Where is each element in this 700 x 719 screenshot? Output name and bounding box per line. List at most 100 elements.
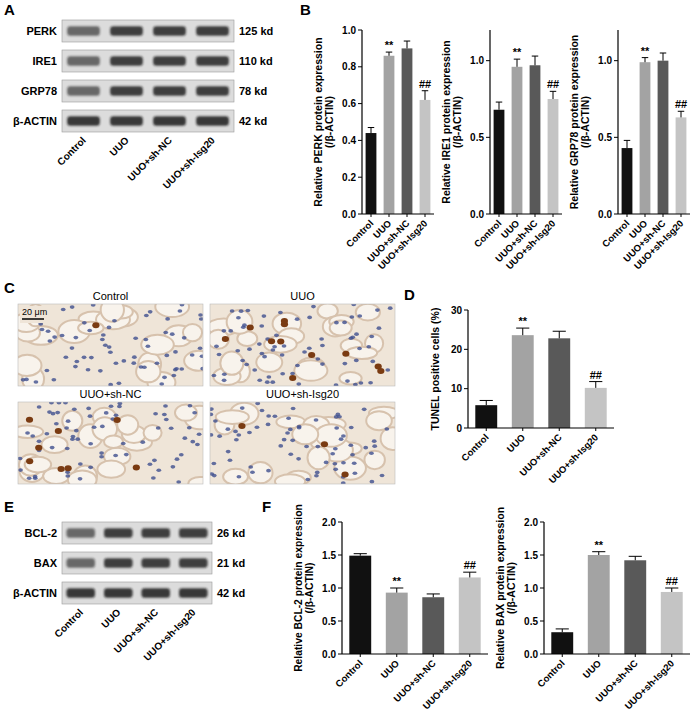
tubule: [220, 352, 243, 375]
significance: **: [518, 315, 527, 327]
nucleus: [27, 476, 32, 480]
error-bar: [516, 328, 529, 335]
nucleus: [114, 361, 119, 365]
positive-cell: [58, 466, 65, 472]
y-tick: [358, 66, 362, 67]
blot-band: [179, 558, 208, 568]
blot-band: [153, 116, 186, 126]
nucleus: [319, 337, 324, 341]
tubule: [18, 355, 41, 376]
bar: [658, 61, 669, 214]
nucleus: [333, 468, 338, 472]
error-stem: [595, 382, 596, 388]
tubule: [104, 435, 123, 447]
nucleus: [320, 344, 325, 348]
error-bar: [386, 52, 392, 56]
nucleus: [213, 419, 218, 423]
error-bar: [480, 400, 493, 405]
protein-size: 42 kd: [217, 587, 245, 599]
nucleus: [290, 372, 295, 376]
nucleus: [86, 368, 91, 372]
y-axis-title: Relative BCL-2 protein expression: [293, 504, 304, 672]
tubule: [144, 425, 162, 441]
x-tick: [671, 654, 672, 657]
nucleus: [190, 353, 195, 357]
positive-cell: [308, 352, 315, 358]
nucleus: [334, 383, 339, 386]
error-stem: [559, 331, 560, 338]
nucleus: [159, 382, 164, 386]
error-cap: [422, 90, 428, 91]
y-tick-label: 2.0: [322, 517, 336, 528]
y-tick-label: 0.5: [598, 132, 612, 143]
western-blot: BCL-226 kdBAX21 kdβ-ACTIN42 kdControlUUO…: [13, 522, 245, 663]
error-bar: [404, 41, 410, 48]
nucleus: [228, 459, 233, 463]
error-cap: [660, 53, 666, 54]
nucleus: [341, 461, 346, 465]
error-cap: [463, 572, 476, 573]
nucleus: [380, 474, 385, 478]
nucleus: [295, 317, 300, 321]
nucleus: [33, 476, 38, 480]
y-axis-title: (/β-ACTIN): [304, 563, 315, 614]
nucleus: [44, 432, 49, 436]
nucleus: [163, 331, 168, 335]
bar: [676, 117, 687, 214]
y-tick-label: 0.6: [342, 98, 356, 109]
bar-chart: **##0.00.51.01.52.0ControlUUOUUO+sh-NCUU…: [494, 507, 691, 712]
nucleus: [109, 404, 114, 408]
nucleus: [46, 329, 51, 333]
error-cap: [556, 628, 569, 629]
x-tick: [371, 214, 372, 217]
x-tick: [389, 214, 390, 217]
bar: [530, 65, 541, 214]
nucleus: [366, 345, 371, 349]
nucleus: [297, 425, 302, 429]
nucleus: [92, 426, 97, 430]
x-tick: [635, 654, 636, 657]
blot-band: [142, 588, 171, 598]
y-tick-label: 20: [451, 344, 463, 355]
nucleus: [121, 442, 126, 446]
nucleus: [190, 440, 195, 444]
blot-strip: [62, 80, 234, 102]
error-stem: [389, 52, 390, 56]
scale-bar: [22, 318, 44, 320]
y-tick-label: 0.8: [342, 61, 356, 72]
bar-chart: **##0.00.51.01.52.0ControlUUOUUO+sh-NCUU…: [293, 504, 489, 711]
y-tick-label: 0.0: [524, 649, 538, 660]
protein-name: β-ACTIN: [13, 587, 57, 599]
nucleus: [74, 360, 79, 364]
bar: [349, 556, 371, 654]
nucleus: [270, 380, 275, 384]
significance: ##: [590, 369, 602, 381]
blot-band: [196, 86, 229, 96]
bar: [624, 560, 646, 654]
nucleus: [117, 405, 122, 409]
category-label: UUO+sh-Isg20: [622, 658, 676, 712]
nucleus: [117, 382, 122, 386]
error-stem: [645, 58, 646, 63]
positive-cell: [222, 336, 229, 342]
nucleus: [182, 336, 187, 340]
nucleus: [173, 350, 178, 354]
blot-band: [67, 56, 100, 66]
nucleus: [234, 438, 239, 442]
nucleus: [171, 374, 176, 378]
nucleus: [145, 345, 150, 349]
nucleus: [198, 346, 203, 350]
nucleus: [332, 462, 337, 466]
figure: ABCDEFPERK125 kdIRE1110 kdGRP7878 kdβ-AC…: [0, 0, 700, 719]
lane-label: UUO+sh-Isg20: [161, 134, 218, 191]
tubule: [184, 351, 203, 371]
protein-size: 78 kd: [239, 85, 267, 97]
nucleus: [88, 414, 93, 418]
x-tick: [522, 428, 523, 431]
plot-marks: [494, 56, 559, 214]
nucleus: [78, 477, 83, 481]
tubule: [68, 470, 97, 484]
tubule: [294, 360, 327, 381]
x-tick: [645, 214, 646, 217]
nucleus: [334, 321, 339, 325]
